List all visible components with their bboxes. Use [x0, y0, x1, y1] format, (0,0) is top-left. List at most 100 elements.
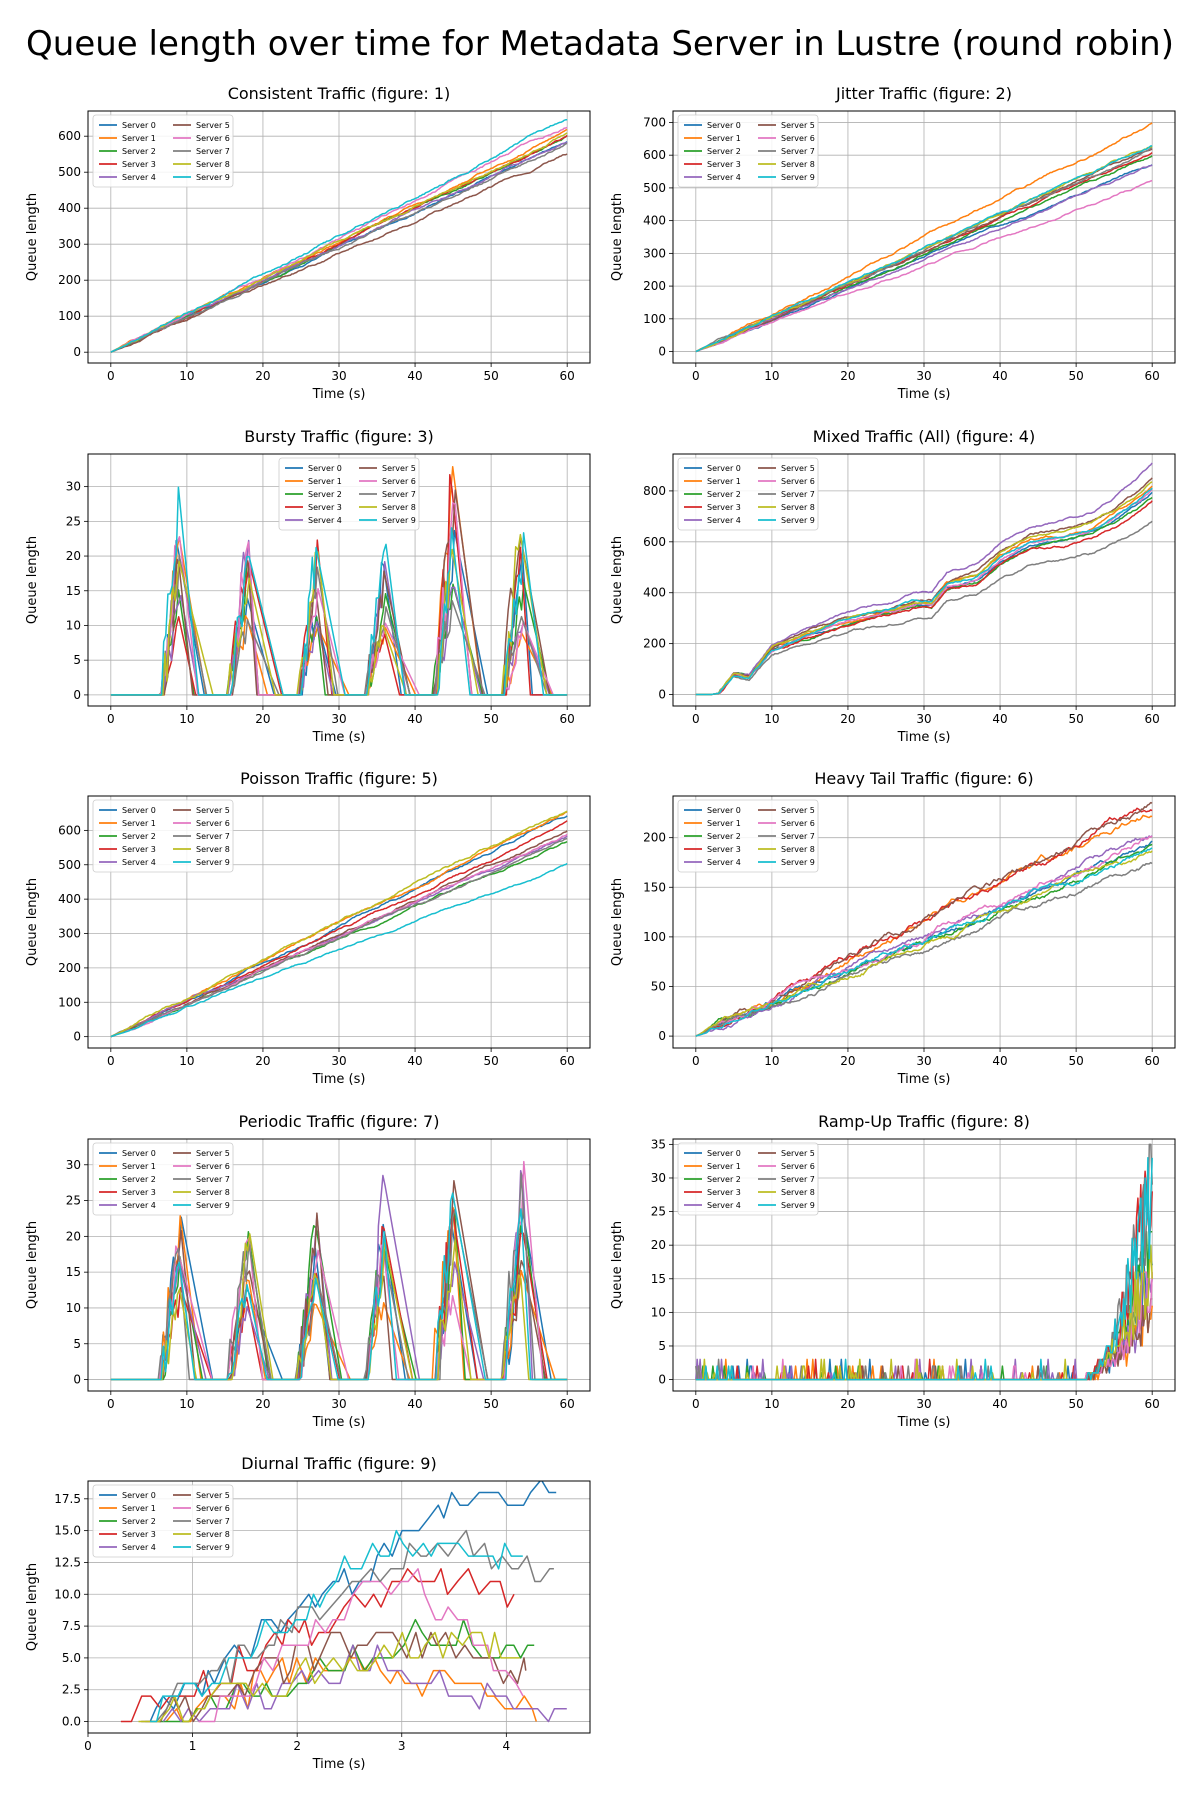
x-tick-label: 20: [840, 1054, 855, 1068]
legend-box: [278, 457, 420, 531]
x-tick-label: 0: [692, 712, 700, 726]
chart-title: Periodic Traffic (figure: 7): [239, 1112, 440, 1131]
y-tick-label: 20: [651, 1238, 666, 1252]
legend-label: Server 5: [781, 1149, 815, 1158]
x-tick-label: 10: [179, 369, 194, 383]
x-tick-label: 40: [992, 1397, 1007, 1411]
legend-label: Server 6: [196, 1162, 230, 1171]
chart-title: Diurnal Traffic (figure: 9): [241, 1454, 436, 1473]
legend-label: Server 8: [781, 845, 815, 854]
legend-label: Server 7: [196, 1517, 230, 1526]
series-group: [110, 1160, 568, 1381]
legend-label: Server 8: [781, 1188, 815, 1197]
x-tick-label: 0: [84, 1739, 92, 1753]
plot-frame: [87, 1138, 591, 1392]
x-tick-label: 60: [560, 712, 575, 726]
legend-label: Server 0: [122, 1491, 156, 1500]
legend-label: Server 2: [707, 147, 741, 156]
plot-frame: [87, 110, 591, 364]
chart-title: Jitter Traffic (figure: 2): [835, 84, 1012, 103]
y-tick-label: 300: [643, 246, 666, 260]
chart-panel-6: Heavy Tail Traffic (figure: 6) 0 10 20 30 40 5…: [610, 769, 1176, 1087]
x-tick-label: 3: [398, 1739, 406, 1753]
y-tick-label: 50: [651, 979, 666, 993]
legend-label: Server 0: [308, 464, 342, 473]
x-tick-label: 60: [1145, 1054, 1160, 1068]
y-axis-label: Queue length: [25, 193, 40, 281]
legend-box: [677, 1142, 819, 1216]
legend-label: Server 5: [781, 806, 815, 815]
x-tick-label: 0: [692, 1054, 700, 1068]
x-tick-label: 50: [483, 1054, 498, 1068]
legend-label: Server 7: [196, 147, 230, 156]
legend-label: Server 8: [781, 160, 815, 169]
y-tick-label: 5: [73, 653, 81, 667]
plot-frame: [87, 795, 591, 1049]
legend-label: Server 3: [308, 503, 342, 512]
legend-label: Server 8: [382, 503, 416, 512]
y-tick-label: 5.0: [62, 1651, 81, 1665]
x-tick-label: 30: [331, 369, 346, 383]
legend-label: Server 5: [781, 121, 815, 130]
legend-label: Server 9: [382, 516, 416, 525]
y-tick-label: 20: [66, 1229, 81, 1243]
legend-label: Server 1: [122, 1162, 156, 1171]
y-tick-label: 0: [73, 1373, 81, 1387]
legend-label: Server 0: [122, 1149, 156, 1158]
x-tick-label: 40: [992, 369, 1007, 383]
page-title: Queue length over time for Metadata Serv…: [26, 24, 1174, 64]
legend-label: Server 6: [781, 1162, 815, 1171]
legend-label: Server 3: [707, 160, 741, 169]
legend-label: Server 6: [196, 819, 230, 828]
legend-label: Server 6: [196, 134, 230, 143]
x-tick-label: 50: [483, 1397, 498, 1411]
chart-panel-5: Poisson Traffic (figure: 5) 0 10 20 30 40 50 60…: [25, 769, 591, 1087]
series-line-server-9: [110, 1192, 568, 1381]
series-line-server-7: [110, 142, 568, 353]
legend-label: Server 2: [122, 147, 156, 156]
x-tick-label: 10: [179, 1397, 194, 1411]
legend-label: Server 1: [122, 134, 156, 143]
x-tick-label: 50: [1068, 712, 1083, 726]
legend-label: Server 4: [707, 858, 741, 867]
y-axis-label: Queue length: [25, 878, 40, 966]
x-tick-label: 60: [1145, 1397, 1160, 1411]
legend-label: Server 8: [196, 1188, 230, 1197]
legend-box: [677, 457, 819, 531]
chart-panel-7: Periodic Traffic (figure: 7)0 10 20 30 40 50 6…: [25, 1112, 591, 1430]
y-tick-label: 10.0: [54, 1587, 81, 1601]
legend-label: Server 2: [707, 1175, 741, 1184]
x-tick-label: 40: [407, 712, 422, 726]
series-line-server-7: [110, 837, 568, 1038]
legend-label: Server 6: [196, 1504, 230, 1513]
legend-label: Server 7: [781, 1175, 815, 1184]
x-tick-label: 10: [764, 1397, 779, 1411]
legend-label: Server 1: [122, 819, 156, 828]
x-axis-label: Time (s): [312, 730, 366, 745]
series-group: [110, 118, 568, 353]
legend-box: [92, 1142, 234, 1216]
series-line-server-6: [198, 1568, 524, 1723]
x-tick-label: 30: [331, 1397, 346, 1411]
y-tick-label: 200: [58, 273, 81, 287]
y-tick-label: 25: [651, 1205, 666, 1219]
legend-label: Server 3: [707, 845, 741, 854]
y-tick-label: 7.5: [62, 1619, 81, 1633]
plot-frame: [672, 110, 1176, 364]
legend-label: Server 4: [707, 1201, 741, 1210]
x-tick-label: 10: [179, 1054, 194, 1068]
y-tick-label: 200: [643, 831, 666, 845]
y-tick-label: 600: [58, 129, 81, 143]
legend: Server 0 Server 1 Server 2 Server 3 Server 4…: [677, 1142, 819, 1216]
series-line-server-9: [695, 847, 1153, 1037]
chart-panel-1: Consistent Traffic (figure: 1) 0 10 20 30 40 5…: [25, 84, 591, 402]
y-tick-label: 35: [651, 1137, 666, 1151]
y-tick-label: 600: [643, 148, 666, 162]
series-line-server-3: [120, 1568, 515, 1723]
y-tick-label: 0: [658, 1029, 666, 1043]
y-tick-label: 200: [643, 637, 666, 651]
x-tick-label: 30: [916, 1397, 931, 1411]
legend: Server 0 Server 1 Server 2 Server 3 Server 4…: [278, 457, 420, 531]
y-tick-label: 10: [66, 618, 81, 632]
series-group: [110, 810, 568, 1038]
